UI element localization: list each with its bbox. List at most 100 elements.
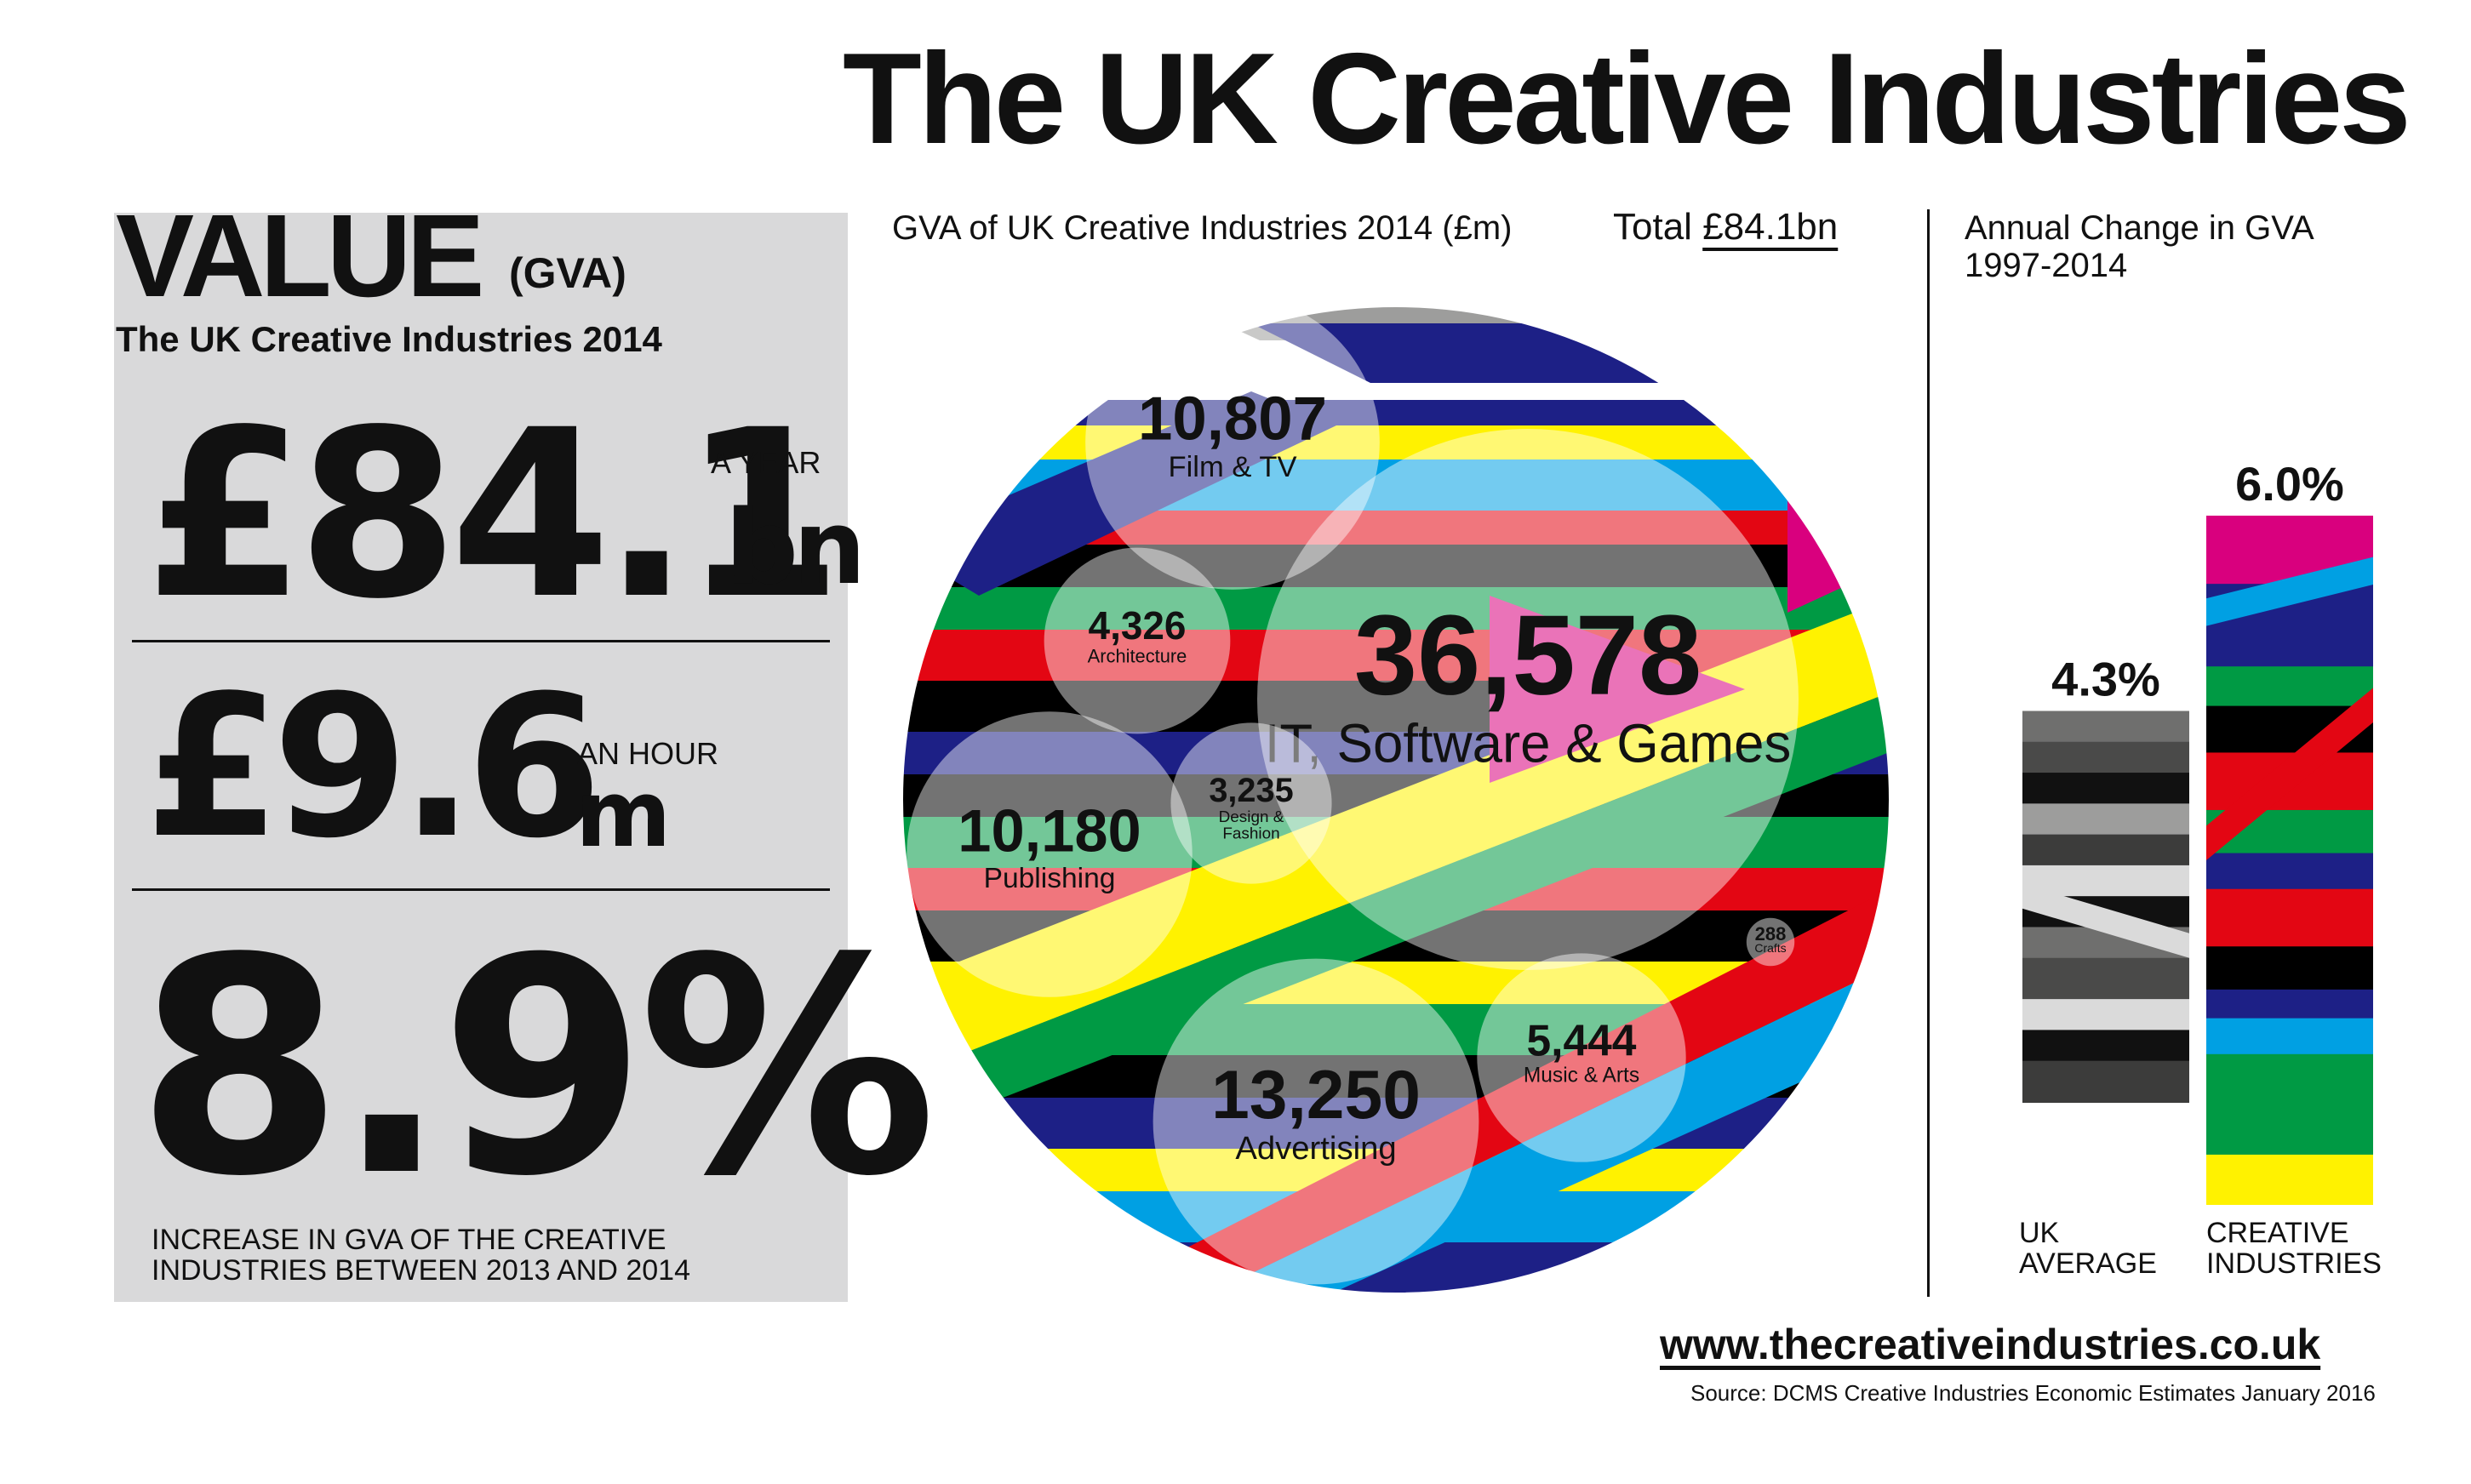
value-heading: VALUE xyxy=(116,191,484,322)
bar-segment xyxy=(2022,957,2189,1001)
disc-outline xyxy=(901,305,1890,1294)
bubble-circle xyxy=(1257,429,1799,970)
bubble-category-label: IT, Software & Games xyxy=(1265,713,1792,773)
total-label: Total £84.1bn xyxy=(1613,208,1838,246)
page-title: The UK Creative Industries xyxy=(843,26,2411,171)
bubble-category-label: Crafts xyxy=(1754,941,1786,955)
bubble-category-label: Film & TV xyxy=(1168,451,1296,483)
bubble-circle xyxy=(1085,295,1380,590)
bubble-value-label: 10,807 xyxy=(1138,385,1327,454)
per-year-unit: bn xyxy=(725,489,866,608)
bar-segment xyxy=(2206,946,2373,990)
bar-category-label-line: CREATIVE xyxy=(2206,1217,2349,1249)
bar-segment xyxy=(2022,1030,2189,1062)
bar-category-label-line: AVERAGE xyxy=(2019,1247,2157,1280)
stripe-band xyxy=(902,400,1890,425)
bar-segment xyxy=(2206,1154,2373,1205)
bar-segment xyxy=(2206,666,2373,707)
bubble-circle xyxy=(1477,953,1686,1162)
bar-segment xyxy=(2022,834,2189,866)
bar-value-label: 6.0% xyxy=(2235,457,2344,511)
source-note: Source: DCMS Creative Industries Economi… xyxy=(1690,1380,2376,1406)
bubble-chart-title: GVA of UK Creative Industries 2014 (£m) xyxy=(892,209,1513,247)
per-hour-value: £9.6 xyxy=(145,654,602,882)
bar-diagonal xyxy=(2206,556,2373,626)
bubble-value-label: 5,444 xyxy=(1527,1016,1637,1065)
bubble-category-label: Fashion xyxy=(1222,825,1279,843)
stripe-diagonal xyxy=(1490,596,1745,783)
bubble-value-label: 288 xyxy=(1755,923,1787,945)
bar-category-label-line: UK xyxy=(2019,1217,2060,1249)
bar-category-label: UK AVERAGE xyxy=(2019,1217,2157,1280)
bar-diagonal xyxy=(2022,883,2189,958)
stripe-diagonal xyxy=(1064,885,1890,1293)
stripe-pattern xyxy=(902,306,1890,1293)
stripe-diagonal xyxy=(902,391,1336,596)
bubble-value-label: 4,326 xyxy=(1089,603,1187,648)
bar-segment xyxy=(2022,1060,2189,1104)
bar-segment xyxy=(2206,1053,2373,1156)
bar-chart-title-line: Annual Change in GVA xyxy=(1965,209,2314,247)
growth-value: 8.9% xyxy=(136,894,937,1241)
bubble-circle xyxy=(1153,958,1479,1285)
website-link[interactable]: www.thecreativeindustries.co.uk xyxy=(1660,1321,2321,1368)
per-hour-label: AN HOUR xyxy=(577,736,719,771)
bubble-category-label: Design & xyxy=(1219,808,1284,826)
stripe-diagonal xyxy=(1787,425,1890,613)
bar-segment xyxy=(2022,741,2189,774)
bubble-category-label: Architecture xyxy=(1088,645,1187,666)
bubble-circle xyxy=(1746,917,1795,967)
bar xyxy=(2206,516,2373,1205)
bubble-category-label: Music & Arts xyxy=(1524,1064,1639,1087)
per-hour-unit: m xyxy=(575,762,672,868)
bar-chart-title-line: 1997-2014 xyxy=(1965,247,2128,284)
bar-segment xyxy=(2206,888,2373,948)
bar xyxy=(2022,711,2189,1104)
bar-segment xyxy=(2206,1018,2373,1055)
bar-segment xyxy=(2022,711,2189,743)
value-heading-suffix: (GVA) xyxy=(509,249,626,297)
bar-segment xyxy=(2022,999,2189,1031)
bubble-value-label: 10,180 xyxy=(958,797,1141,865)
per-year-value: £84.1 xyxy=(145,381,843,650)
divider-rule xyxy=(132,640,830,642)
bubble-value-label: 3,235 xyxy=(1209,772,1293,809)
bar-value-label: 4.3% xyxy=(2051,653,2160,706)
divider-rule xyxy=(132,888,830,891)
bar-category-label-line: INDUSTRIES xyxy=(2206,1247,2382,1280)
vertical-divider xyxy=(1927,209,1930,1297)
stripe-diagonal xyxy=(902,689,1890,1140)
total-value: £84.1bn xyxy=(1702,206,1839,248)
bar-chart: 4.3% 6.0% xyxy=(2022,457,2373,1205)
bubble-value-label: 36,578 xyxy=(1354,592,1702,719)
bubble-value-label: 13,250 xyxy=(1211,1057,1421,1133)
bar-chart-title: Annual Change in GVA 1997-2014 xyxy=(1965,209,2407,284)
bar-segment xyxy=(2022,865,2189,898)
bar-segment xyxy=(2206,853,2373,890)
bubble-category-label: Advertising xyxy=(1235,1130,1396,1167)
growth-caption: INCREASE IN GVA OF THE CREATIVE INDUSTRI… xyxy=(152,1224,691,1287)
bar-segment xyxy=(2022,803,2189,836)
per-year-label: A YEAR xyxy=(711,445,821,480)
bubble-circle xyxy=(1170,722,1332,884)
bubble-circle xyxy=(907,711,1193,997)
bar-segment xyxy=(2022,773,2189,805)
bar-diagonal xyxy=(2206,688,2373,860)
bubble-category-label: Publishing xyxy=(984,863,1116,894)
value-panel xyxy=(114,213,848,1302)
bubble-circle xyxy=(1044,547,1231,734)
total-prefix: Total xyxy=(1613,206,1692,248)
stripe-band xyxy=(902,587,1890,630)
bar-segment xyxy=(2206,989,2373,1019)
value-subtitle: The UK Creative Industries 2014 xyxy=(116,319,662,359)
bar-category-label: CREATIVE INDUSTRIES xyxy=(2206,1217,2382,1280)
